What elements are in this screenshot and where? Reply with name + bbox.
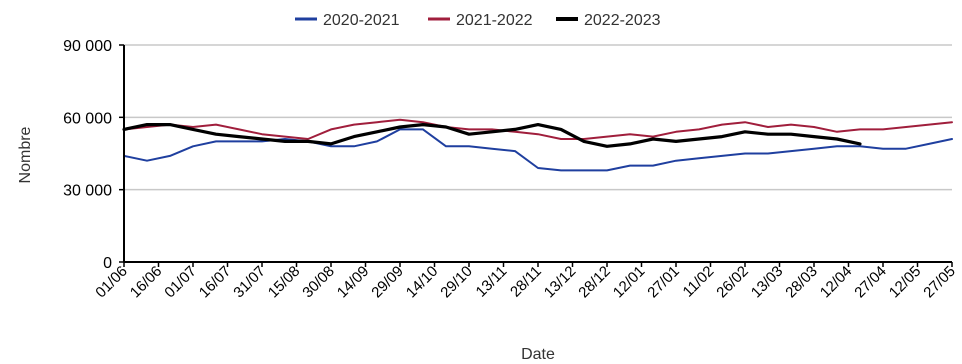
legend-label: 2021-2022 <box>456 12 533 29</box>
legend-label: 2022-2023 <box>584 12 661 29</box>
x-tick-label: 12/05 <box>886 263 925 302</box>
series-layer <box>122 118 953 172</box>
x-tick-label: 27/01 <box>644 263 683 302</box>
axes <box>123 45 952 263</box>
x-tick-label: 29/09 <box>368 263 407 302</box>
x-tick-label: 13/12 <box>541 263 580 302</box>
legend-item-2022-2023[interactable]: 2022-2023 <box>556 12 661 29</box>
x-tick-label: 26/02 <box>713 263 752 302</box>
x-tick-label: 16/06 <box>127 263 166 302</box>
x-tick-label: 27/05 <box>920 263 959 302</box>
series-line-2022-2023 <box>122 123 862 148</box>
y-tick-labels: 0 30 000 60 000 90 000 <box>63 38 124 272</box>
x-tick-label: 11/02 <box>680 263 718 301</box>
x-axis-title: Date <box>521 346 555 363</box>
x-tick-label: 30/08 <box>299 263 338 302</box>
x-tick-label: 14/10 <box>403 263 442 302</box>
x-tick-label: 29/10 <box>437 263 476 302</box>
x-tick-label: 28/12 <box>575 263 614 302</box>
y-tick-label: 30 000 <box>63 183 112 200</box>
y-tick-label: 60 000 <box>63 110 112 127</box>
series-line-2020-2021 <box>123 128 953 172</box>
x-tick-label: 28/03 <box>782 263 821 302</box>
y-tick-label: 90 000 <box>63 38 112 55</box>
x-tick-label: 01/07 <box>161 263 200 302</box>
legend-item-2021-2022[interactable]: 2021-2022 <box>428 12 533 29</box>
x-tick-label: 28/11 <box>507 263 545 301</box>
y-tick-label: 0 <box>103 255 112 272</box>
x-tick-label: 13/03 <box>748 263 787 302</box>
y-axis-title: Nombre <box>17 126 34 183</box>
x-tick-label: 15/08 <box>265 263 304 302</box>
gridlines <box>124 44 952 191</box>
series-line-2021-2022 <box>123 118 953 140</box>
x-tick-label: 12/01 <box>610 263 649 302</box>
x-tick-label: 14/09 <box>334 263 373 302</box>
legend-item-2020-2021[interactable]: 2020-2021 <box>295 12 400 29</box>
x-tick-label: 27/04 <box>851 263 890 302</box>
x-tick-label: 16/07 <box>196 263 235 302</box>
x-tick-label: 12/04 <box>817 263 856 302</box>
x-tick-label: 13/11 <box>473 263 511 301</box>
legend[interactable]: 2020-2021 2021-2022 2022-2023 <box>295 12 661 29</box>
x-tick-label: 31/07 <box>230 263 269 302</box>
x-tick-labels: 01/0616/0601/0716/0731/0715/0830/0814/09… <box>92 262 959 301</box>
legend-label: 2020-2021 <box>323 12 400 29</box>
